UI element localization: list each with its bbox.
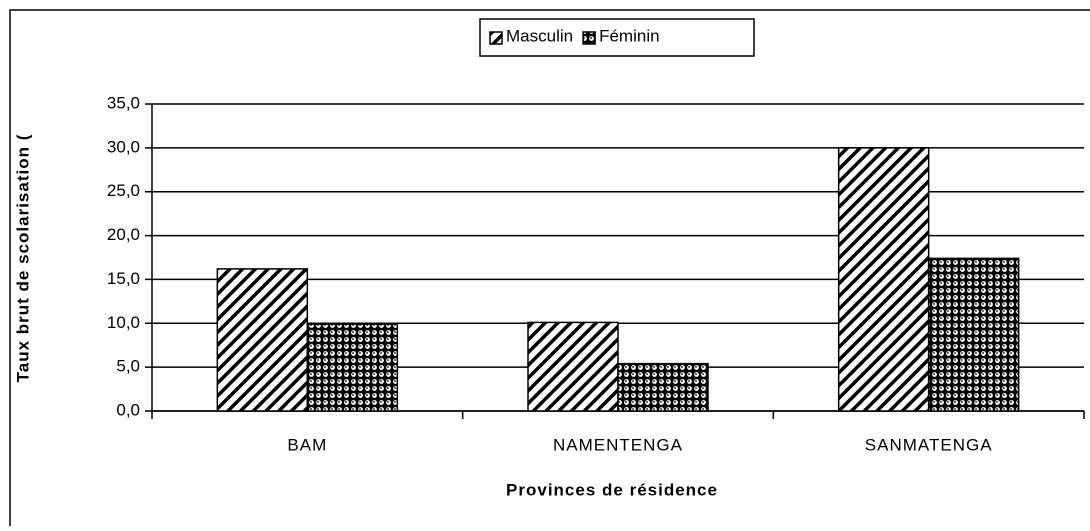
legend-swatch [582, 31, 596, 45]
y-tick-label: 20,0 [107, 225, 140, 244]
x-tick-label: NAMENTENGA [553, 435, 683, 454]
y-tick-label: 15,0 [107, 269, 140, 288]
x-axis-title: Provinces de résidence [506, 480, 718, 499]
y-axis-title: Taux brut de scolarisation ( [13, 134, 32, 383]
y-tick-label: 10,0 [107, 313, 140, 332]
y-tick-label: 25,0 [107, 181, 140, 200]
bar [216, 268, 309, 412]
legend-label: Féminin [599, 26, 659, 45]
y-tick-label: 35,0 [107, 93, 140, 112]
bar [527, 321, 619, 412]
legend [479, 18, 755, 57]
legend-label: Masculin [506, 26, 573, 45]
bar [837, 147, 930, 412]
legend-swatch [489, 31, 503, 45]
y-tick-label: 5,0 [116, 357, 140, 376]
bar [617, 362, 709, 412]
bar [927, 257, 1020, 412]
y-tick-label: 30,0 [107, 137, 140, 156]
y-tick-label: 0,0 [116, 400, 140, 419]
x-tick-label: BAM [287, 435, 327, 454]
bar [306, 323, 399, 412]
x-tick-label: SANMATENGA [865, 435, 993, 454]
